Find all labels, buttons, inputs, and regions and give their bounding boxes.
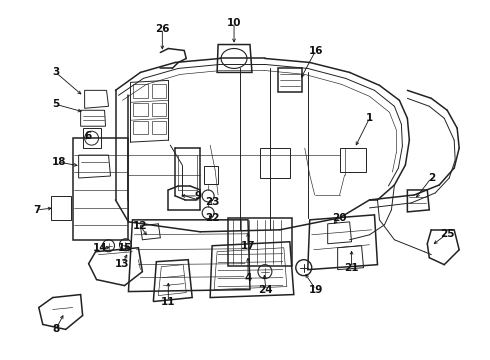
Text: 13: 13 [115, 259, 130, 269]
Text: 26: 26 [155, 24, 170, 33]
Text: 3: 3 [52, 67, 59, 77]
Text: 16: 16 [309, 45, 323, 55]
Text: 17: 17 [241, 241, 255, 251]
Text: 1: 1 [366, 113, 373, 123]
Text: 22: 22 [205, 213, 220, 223]
Text: 23: 23 [205, 197, 220, 207]
Text: 11: 11 [161, 297, 175, 306]
Text: 24: 24 [259, 284, 273, 294]
Text: 9: 9 [195, 191, 202, 201]
Text: 15: 15 [118, 243, 133, 253]
Text: 8: 8 [52, 324, 59, 334]
Text: 10: 10 [227, 18, 241, 28]
Text: 6: 6 [84, 131, 91, 141]
Text: 2: 2 [428, 173, 435, 183]
Text: 7: 7 [33, 205, 41, 215]
Text: 14: 14 [93, 243, 108, 253]
Text: 20: 20 [332, 213, 347, 223]
Text: 21: 21 [344, 263, 359, 273]
Text: 19: 19 [309, 284, 323, 294]
Text: 25: 25 [440, 229, 454, 239]
Text: 5: 5 [52, 99, 59, 109]
Text: 4: 4 [245, 273, 252, 283]
Text: 12: 12 [133, 221, 147, 231]
Text: 18: 18 [51, 157, 66, 167]
